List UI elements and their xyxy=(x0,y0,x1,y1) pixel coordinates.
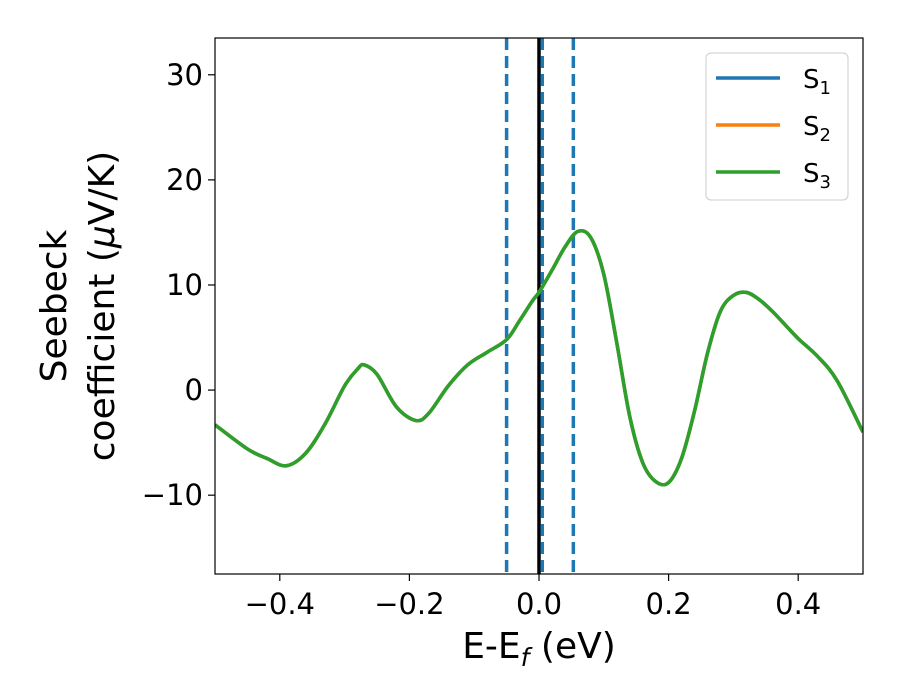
legend-label-s1: S1 xyxy=(803,65,831,99)
series-group xyxy=(215,228,863,487)
x-tick-label: 0.2 xyxy=(646,587,692,621)
y-tick-label: 10 xyxy=(166,268,203,302)
series-line-s3 xyxy=(215,228,863,487)
reference-lines xyxy=(504,38,576,574)
y-tick-label: −10 xyxy=(142,478,203,512)
x-tick-label: −0.2 xyxy=(374,587,444,621)
y-axis-label-line2: coefficient (μV/K) xyxy=(82,151,123,461)
x-tick-label: 0.0 xyxy=(516,587,562,621)
legend-label-s2: S2 xyxy=(803,112,831,146)
y-axis: −10 0 10 20 30 xyxy=(142,58,215,512)
x-axis-label: E-Ef (eV) xyxy=(462,626,616,672)
y-tick-label: 20 xyxy=(166,163,203,197)
x-tick-label: 0.4 xyxy=(775,587,821,621)
x-tick-label: −0.4 xyxy=(245,587,315,621)
y-tick-label: 30 xyxy=(166,58,203,92)
legend: S1 S2 S3 xyxy=(705,52,849,201)
legend-label-s3: S3 xyxy=(803,159,831,193)
y-axis-label-line1: Seebeck xyxy=(34,229,75,382)
x-axis: −0.4 −0.2 0.0 0.2 0.4 xyxy=(245,574,821,621)
y-tick-label: 0 xyxy=(185,373,203,407)
y-axis-label: Seebeck coefficient (μV/K) xyxy=(34,151,123,461)
